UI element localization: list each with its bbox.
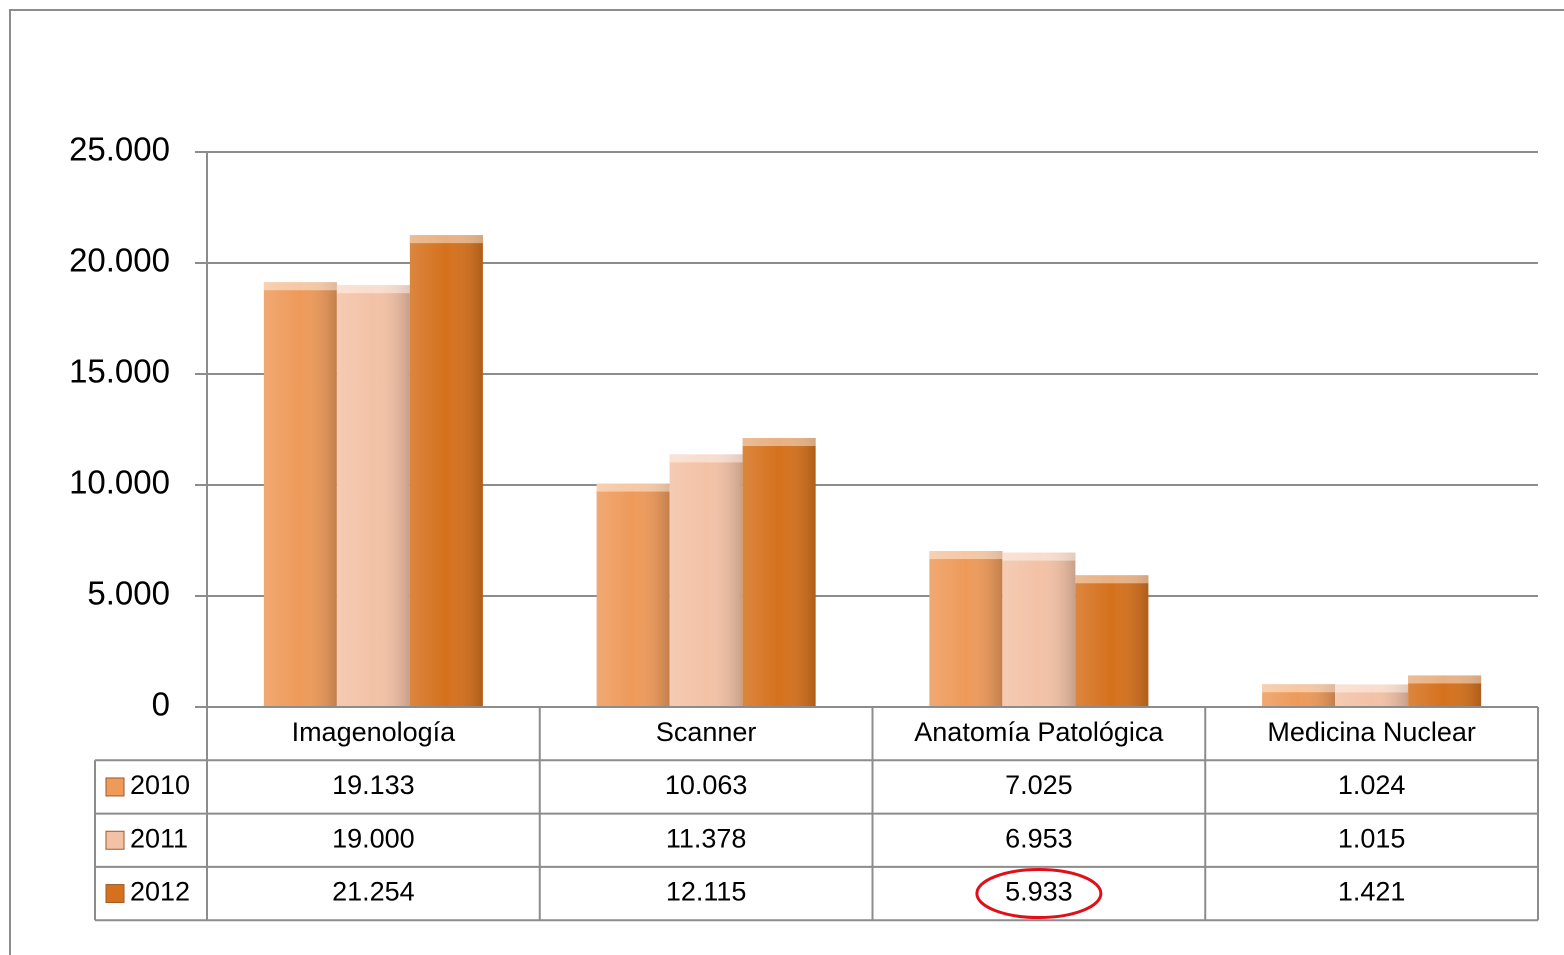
table-value: 11.378 <box>666 823 747 853</box>
bar-shade <box>336 285 410 707</box>
legend-label: 2010 <box>130 770 190 800</box>
bar-cap <box>1075 575 1149 584</box>
y-tick-label: 20.000 <box>69 242 170 279</box>
bar-cap <box>263 282 337 291</box>
legend-label: 2011 <box>130 823 188 853</box>
bar-shade <box>596 483 670 707</box>
bar-cap <box>1262 684 1336 693</box>
highlight-ellipse <box>975 868 1103 920</box>
bar-cap <box>669 454 743 463</box>
table-value: 7.025 <box>1005 770 1073 800</box>
bar-shade <box>1408 675 1482 707</box>
table-value: 6.953 <box>1005 823 1073 853</box>
bar-shade <box>929 551 1003 707</box>
bar-cap <box>1335 684 1409 693</box>
table-value: 10.063 <box>665 770 748 800</box>
bar-cap <box>929 551 1003 560</box>
table-value: 19.000 <box>332 823 415 853</box>
table-value: 5.933 <box>1005 877 1073 907</box>
table-value: 1.015 <box>1338 823 1406 853</box>
y-tick-label: 5.000 <box>87 575 170 612</box>
bar-shade <box>409 235 483 707</box>
legend-swatch <box>105 884 125 904</box>
bar-cap <box>1002 552 1076 561</box>
table-value: 12.115 <box>666 877 747 907</box>
table-value: 19.133 <box>332 770 415 800</box>
bar-shade <box>263 282 337 707</box>
legend-label: 2012 <box>130 877 190 907</box>
bar-shade <box>1075 575 1149 707</box>
bar-cap <box>742 438 816 447</box>
bar-shade <box>1002 552 1076 707</box>
y-tick-label: 0 <box>152 686 170 723</box>
legend-swatch <box>105 830 125 850</box>
x-tick-label: Medicina Nuclear <box>1267 717 1476 747</box>
bar-shade <box>1335 684 1409 707</box>
bar-cap <box>409 235 483 244</box>
legend-swatch <box>105 777 125 797</box>
y-tick-label: 15.000 <box>69 353 170 390</box>
x-tick-label: Scanner <box>656 717 757 747</box>
y-tick-label: 10.000 <box>69 464 170 501</box>
table-value: 21.254 <box>332 877 415 907</box>
table-value: 1.024 <box>1338 770 1406 800</box>
bar-shade <box>669 454 743 707</box>
bar-shade <box>742 438 816 707</box>
bar-cap <box>1408 675 1482 684</box>
x-tick-label: Imagenología <box>292 717 457 747</box>
frame <box>9 9 1564 955</box>
bar-cap <box>596 483 670 492</box>
x-tick-label: Anatomía Patológica <box>914 717 1164 747</box>
y-tick-label: 25.000 <box>69 131 170 168</box>
table-value: 1.421 <box>1338 877 1406 907</box>
bar-shade <box>1262 684 1336 707</box>
bar-cap <box>336 285 410 294</box>
